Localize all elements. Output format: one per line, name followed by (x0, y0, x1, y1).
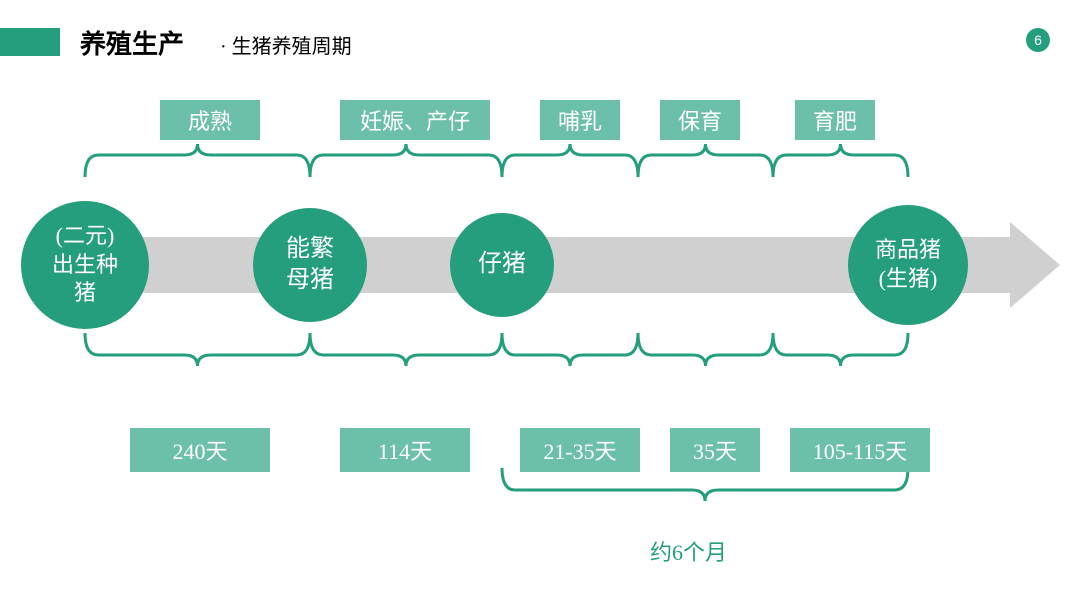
duration-label-2: 21-35天 (520, 428, 640, 472)
stage-node-2: 仔猪 (450, 213, 554, 317)
title-sub: · 生猪养殖周期 (220, 30, 352, 59)
duration-label-1: 114天 (340, 428, 470, 472)
duration-label-0: 240天 (130, 428, 270, 472)
phase-label-4: 育肥 (795, 100, 875, 140)
phase-label-3: 保育 (660, 100, 740, 140)
stage-node-0: (二元)出生种猪 (21, 201, 149, 329)
title-main: 养殖生产 (80, 24, 184, 61)
phase-label-2: 哺乳 (540, 100, 620, 140)
phase-label-0: 成熟 (160, 100, 260, 140)
phase-label-1: 妊娠、产仔 (340, 100, 490, 140)
stage-node-1: 能繁母猪 (253, 208, 367, 322)
duration-label-4: 105-115天 (790, 428, 930, 472)
duration-label-3: 35天 (670, 428, 760, 472)
page-number-badge: 6 (1026, 28, 1050, 52)
stage-node-3: 商品猪(生猪) (848, 205, 968, 325)
timeline-arrow-head (1010, 222, 1060, 308)
summary-label: 约6个月 (650, 535, 727, 567)
header-accent-bar (0, 28, 60, 56)
